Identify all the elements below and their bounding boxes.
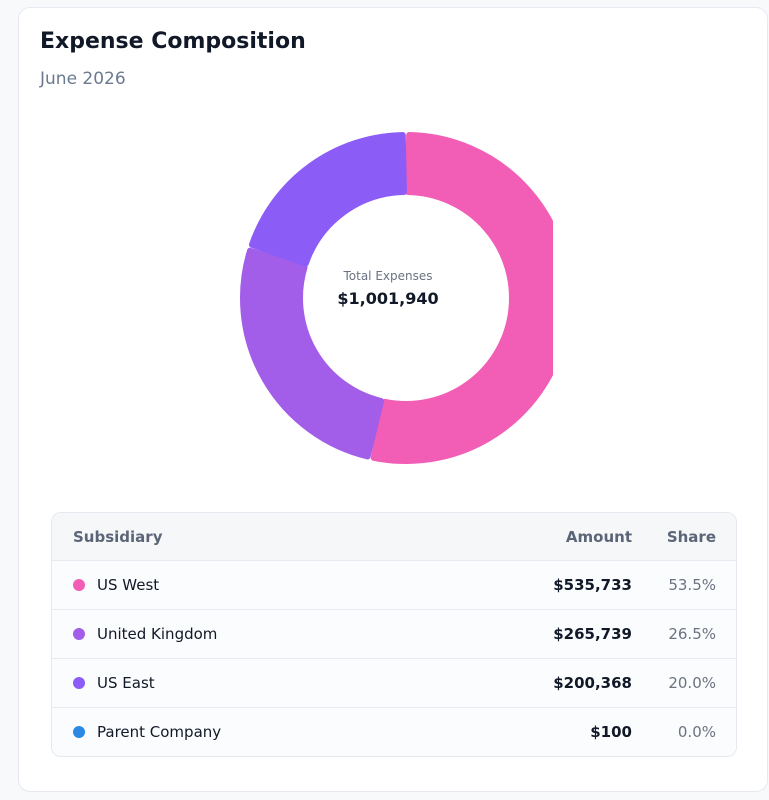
total-expenses-value: $1,001,940	[337, 289, 439, 308]
share-value: 53.5%	[668, 576, 716, 594]
row-name-cell: Parent Company	[52, 723, 482, 741]
table-row: Parent Company $100 0.0%	[52, 707, 736, 756]
header-subsidiary: Subsidiary	[73, 527, 163, 546]
legend-dot	[73, 579, 85, 591]
header-share: Share	[666, 527, 716, 546]
table-row: US West $535,733 53.5%	[52, 560, 736, 609]
donut-chart-svg	[240, 132, 553, 464]
subsidiary-name: US East	[97, 674, 155, 692]
subsidiary-name: United Kingdom	[97, 625, 218, 643]
row-name-cell: US East	[52, 674, 482, 692]
amount-value: $200,368	[553, 674, 632, 692]
share-value: 0.0%	[677, 723, 716, 741]
legend-dot	[73, 628, 85, 640]
expense-composition-card: Expense Composition June 2026 Total Expe…	[18, 7, 768, 792]
table-row: US East $200,368 20.0%	[52, 658, 736, 707]
amount-value: $535,733	[553, 576, 632, 594]
share-value: 26.5%	[668, 625, 716, 643]
subsidiary-name: Parent Company	[97, 723, 222, 741]
total-expenses-label: Total Expenses	[343, 269, 433, 283]
donut-slice-united-kingdom[interactable]	[240, 247, 385, 460]
donut-slice-us-west[interactable]	[370, 132, 553, 464]
header-amount: Amount	[565, 527, 632, 546]
subsidiary-table: Subsidiary Amount Share US West $535,733…	[51, 512, 737, 757]
amount-value: $265,739	[553, 625, 632, 643]
share-value: 20.0%	[668, 674, 716, 692]
legend-dot	[73, 677, 85, 689]
row-name-cell: United Kingdom	[52, 625, 482, 643]
donut-slice-us-east[interactable]	[248, 132, 407, 267]
donut-chart: Total Expenses $1,001,940	[223, 126, 553, 466]
subsidiary-name: US West	[97, 576, 160, 594]
table-row: United Kingdom $265,739 26.5%	[52, 609, 736, 658]
amount-value: $100	[590, 723, 632, 741]
legend-dot	[73, 726, 85, 738]
card-title: Expense Composition	[40, 29, 306, 54]
row-name-cell: US West	[52, 576, 482, 594]
table-header-row: Subsidiary Amount Share	[52, 513, 736, 560]
card-subtitle: June 2026	[40, 69, 126, 89]
